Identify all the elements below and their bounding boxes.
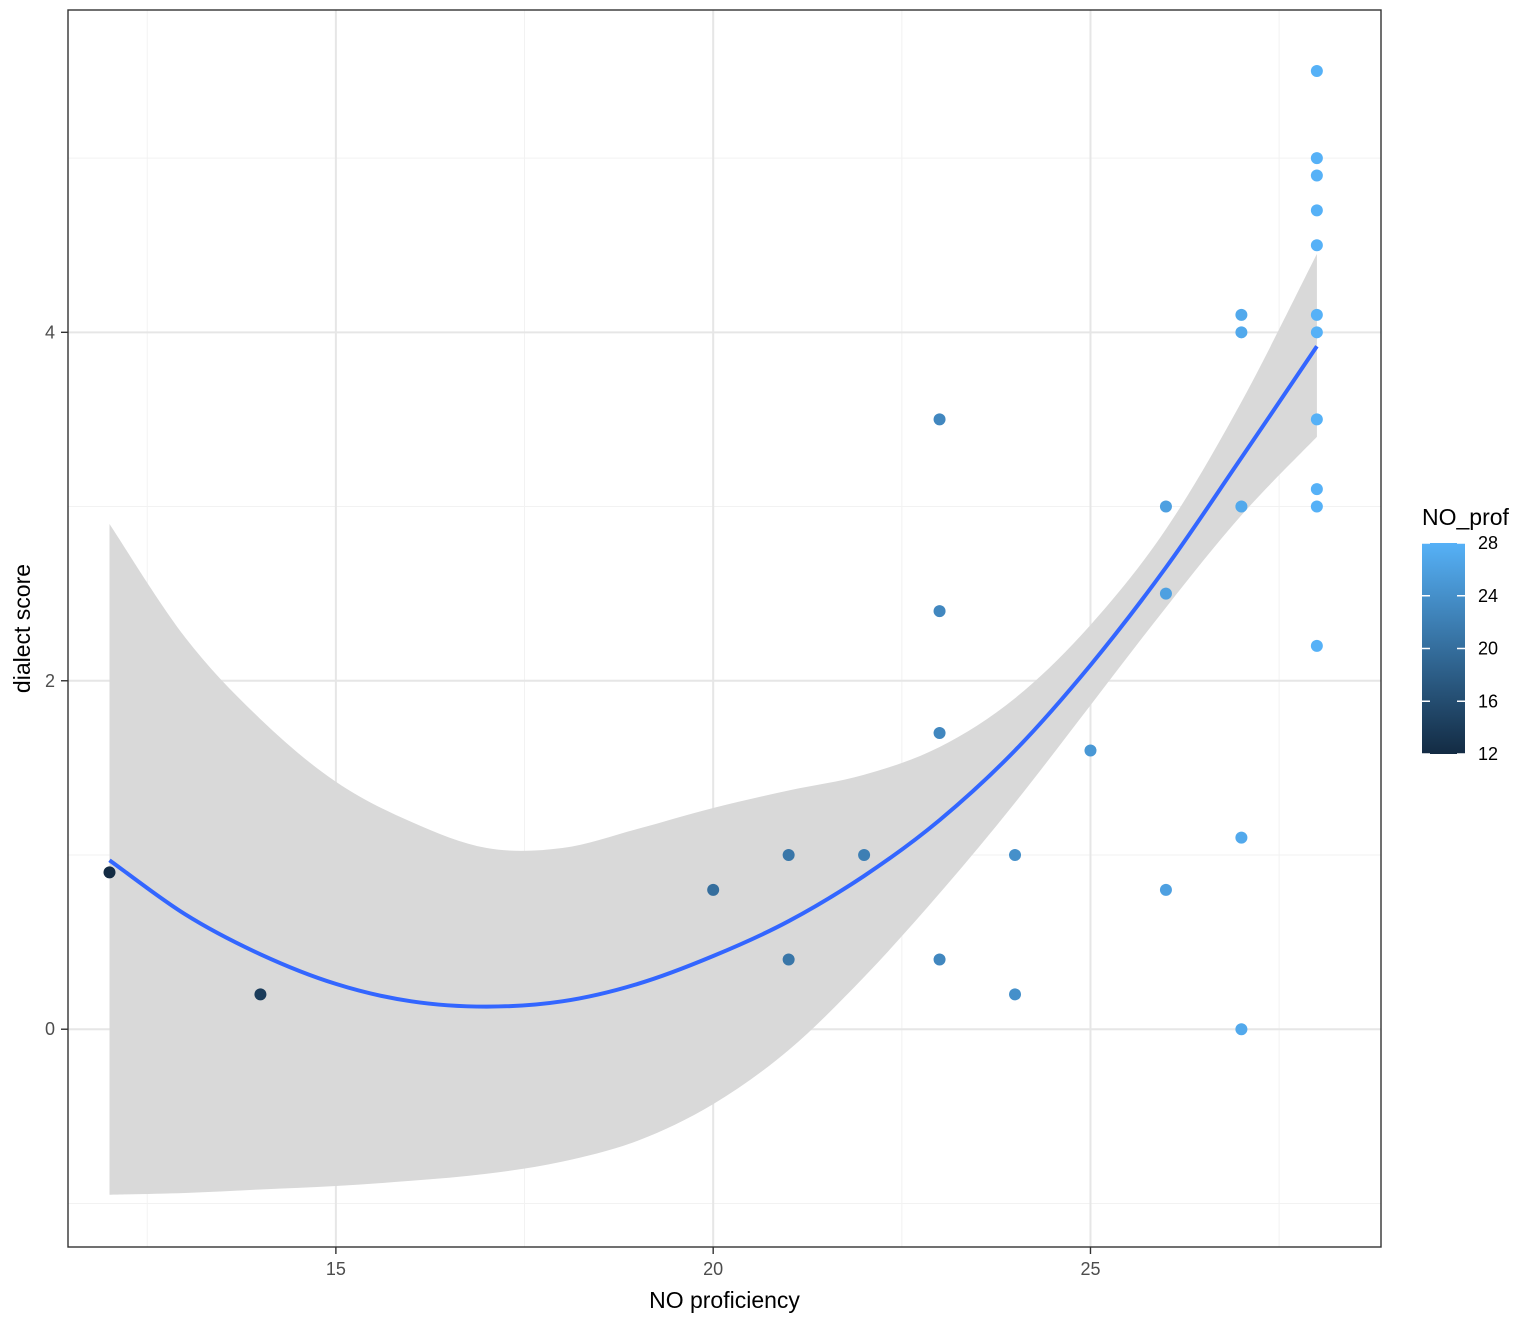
data-point	[1159, 883, 1172, 896]
data-point	[933, 605, 946, 618]
data-point	[1310, 500, 1323, 513]
data-points	[103, 64, 1323, 1036]
data-point	[1235, 308, 1248, 321]
x-tick-label: 25	[1080, 1259, 1100, 1279]
x-axis-title: NO proficiency	[649, 1287, 800, 1313]
legend-ticks: 12 16 20 24 28	[1422, 533, 1498, 764]
data-point	[254, 988, 267, 1001]
data-point	[858, 848, 871, 861]
data-point	[1310, 204, 1323, 217]
x-tick-label: 20	[703, 1259, 723, 1279]
data-point	[1159, 500, 1172, 513]
y-tick-label: 0	[45, 1019, 55, 1039]
y-tick-label: 4	[45, 322, 55, 342]
data-point	[1310, 239, 1323, 252]
data-point	[1235, 500, 1248, 513]
x-axis-ticks: 15 20 25	[326, 1247, 1100, 1279]
y-axis-title: dialect score	[9, 564, 35, 693]
legend-title: NO_prof	[1422, 504, 1510, 530]
x-tick-label: 15	[326, 1259, 346, 1279]
data-point	[933, 727, 946, 740]
data-point	[103, 866, 116, 879]
data-point	[1310, 152, 1323, 165]
data-point	[1310, 639, 1323, 652]
fit-line	[108, 345, 1319, 1009]
y-axis-ticks: 0 2 4	[45, 322, 68, 1039]
data-point	[1310, 326, 1323, 339]
data-point	[707, 883, 720, 896]
data-point	[1235, 1023, 1248, 1036]
plot-border	[67, 9, 1382, 1248]
data-point	[1310, 169, 1323, 182]
data-point	[1009, 848, 1022, 861]
data-point	[933, 953, 946, 966]
confidence-band	[109, 253, 1317, 1195]
data-point	[1084, 744, 1097, 757]
data-point	[1009, 988, 1022, 1001]
legend-tick-label: 16	[1478, 691, 1498, 711]
legend-tick-label: 20	[1478, 639, 1498, 659]
data-point	[782, 848, 795, 861]
data-point	[1310, 64, 1323, 77]
legend-tick-label: 28	[1478, 533, 1498, 553]
y-tick-label: 2	[45, 671, 55, 691]
data-point	[1159, 587, 1172, 600]
data-point	[933, 413, 946, 426]
legend-tick-label: 24	[1478, 586, 1498, 606]
color-legend: NO_prof 12 16 20 24 28	[1422, 504, 1510, 764]
data-point	[1235, 831, 1248, 844]
data-point	[1235, 326, 1248, 339]
legend-tick-label: 12	[1478, 744, 1498, 764]
data-point	[1310, 308, 1323, 321]
data-point	[782, 953, 795, 966]
data-point	[1310, 483, 1323, 496]
data-point	[1310, 413, 1323, 426]
